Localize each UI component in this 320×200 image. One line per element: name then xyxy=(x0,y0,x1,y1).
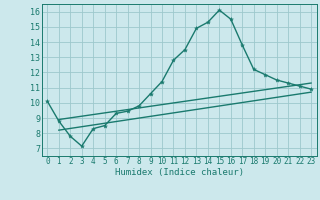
X-axis label: Humidex (Indice chaleur): Humidex (Indice chaleur) xyxy=(115,168,244,177)
